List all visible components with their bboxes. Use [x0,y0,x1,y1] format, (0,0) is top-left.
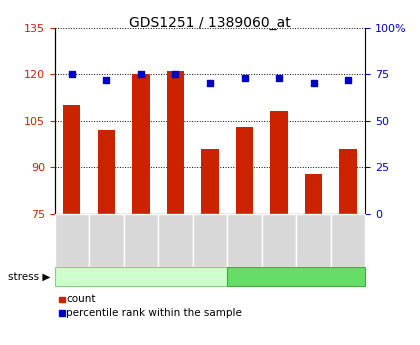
Bar [167,71,184,214]
Point [68,71,75,77]
Bar [132,74,150,214]
Text: count: count [66,294,96,304]
Bar [201,149,219,214]
Text: GSM45186: GSM45186 [102,216,111,265]
Text: GSM45187: GSM45187 [136,216,145,265]
Text: acute hypotension: acute hypotension [244,272,348,282]
Text: GDS1251 / 1389060_at: GDS1251 / 1389060_at [129,16,291,30]
Text: GSM45190: GSM45190 [275,216,284,265]
Text: percentile rank within the sample: percentile rank within the sample [66,308,242,318]
Bar [339,149,357,214]
Point [310,81,317,86]
Text: GSM45188: GSM45188 [240,216,249,265]
Text: stress ▶: stress ▶ [8,272,50,282]
Point [172,71,179,77]
Text: GSM45189: GSM45189 [171,216,180,265]
Point [345,77,352,82]
Text: GSM45184: GSM45184 [67,216,76,265]
Point [103,77,110,82]
Text: GSM45193: GSM45193 [205,216,215,265]
Point [138,71,144,77]
Point [207,81,213,86]
Bar [305,174,322,214]
Text: GSM45192: GSM45192 [344,216,353,265]
Point [241,75,248,81]
Bar [98,130,115,214]
Text: control: control [122,272,160,282]
Point [276,75,282,81]
Text: GSM45191: GSM45191 [309,216,318,265]
Bar [236,127,253,214]
Bar [270,111,288,214]
Bar [63,105,81,214]
